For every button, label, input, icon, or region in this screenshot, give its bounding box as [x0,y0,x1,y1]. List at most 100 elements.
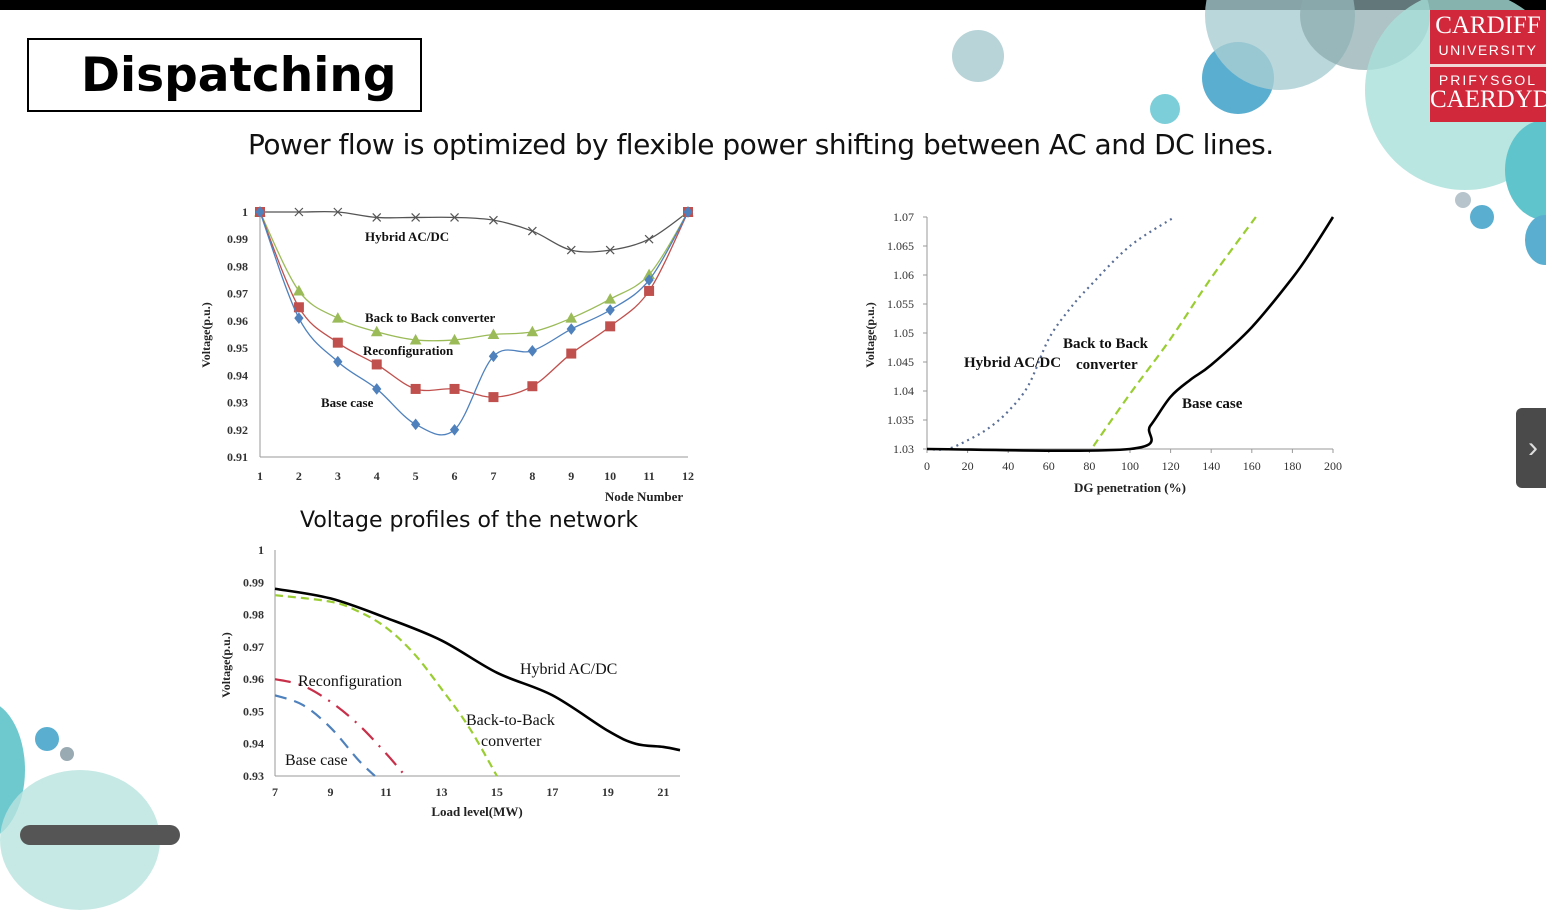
y-tick-label: 0.95 [243,704,264,718]
x-tick-label: 4 [374,469,380,483]
y-tick-label: 1.05 [893,326,914,340]
x-tick-label: 2 [296,469,302,483]
series-label: Reconfiguration [363,343,454,358]
x-axis-label: Load level(MW) [431,804,522,819]
next-slide-button[interactable]: › [1516,408,1546,488]
y-tick-label: 0.91 [227,450,248,464]
data-point-marker [527,226,537,236]
y-tick-label: 0.94 [243,737,264,751]
data-point-marker [489,215,498,225]
data-point-marker [370,325,383,337]
x-tick-label: 7 [272,785,278,799]
data-point-marker [566,323,576,335]
chart-2: 1.03 1.035 1.04 1.045 1.05 1.055 1.06 1.065 1.07… [863,210,1342,495]
x-tick-label: 11 [643,469,654,483]
y-axis-label: Voltage(p.u.) [199,302,213,368]
y-tick-label: 1 [258,543,264,557]
x-tick-label: 9 [327,785,333,799]
data-point-marker [605,245,615,255]
series-line [259,211,689,342]
data-point-marker [605,304,615,316]
cardiff-university-logo: CARDIFF UNIVERSITY PRIFYSGOL CAERDYDD [1430,10,1546,122]
slide-title-box: Dispatching [27,38,422,112]
series-line [1092,216,1257,447]
slide-title: Dispatching [81,48,397,103]
data-point-marker [527,345,538,357]
series-label: Base case [1182,396,1243,412]
y-tick-label: 0.96 [227,314,248,328]
series-base-case: Base case [926,216,1243,451]
x-tick-label: 120 [1162,459,1180,473]
x-tick-label: 13 [435,785,447,799]
series-line [274,587,681,752]
x-tick-label: 8 [529,469,535,483]
x-tick-label: 160 [1243,459,1261,473]
data-point-marker [450,213,459,222]
x-tick-label: 1 [257,469,263,483]
y-tick-label: 1.04 [893,384,914,398]
series-reconfiguration: Reconfiguration [274,673,407,777]
y-tick-label: 0.98 [227,259,248,273]
data-point-marker [255,206,265,218]
y-axis-label: Voltage(p.u.) [219,632,233,698]
data-point-marker [294,207,304,217]
data-point-marker [372,213,382,222]
y-tick-label: 0.97 [243,640,264,654]
chevron-right-icon: › [1528,431,1538,464]
series-line [259,211,689,436]
x-tick-label: 6 [452,469,458,483]
data-point-marker [644,285,655,296]
x-tick-label: 19 [602,785,614,799]
x-axis-label: DG penetration (%) [1074,480,1186,495]
series-reconfiguration: Reconfiguration [255,207,693,403]
y-tick-label: 0.96 [243,672,264,686]
series-hybrid-ac-dc: Hybrid AC/DC [255,207,693,255]
y-tick-label: 0.99 [227,232,248,246]
data-point-marker [410,418,421,431]
series-back-to-back-converter: Back to Back converter [1063,216,1257,447]
data-point-marker [410,383,421,394]
data-point-marker [527,381,538,392]
data-point-marker [565,312,578,323]
y-tick-label: 1 [242,205,248,219]
data-point-marker [333,355,343,368]
series-label: Reconfiguration [298,673,402,690]
x-tick-label: 3 [335,469,341,483]
y-tick-label: 0.92 [227,423,248,437]
data-point-marker [333,207,343,217]
data-point-marker [644,274,654,286]
data-point-marker [449,423,460,436]
x-tick-label: 60 [1043,459,1055,473]
x-tick-label: 20 [962,459,974,473]
data-point-marker [411,213,421,222]
data-point-marker [683,206,693,218]
data-point-marker [644,234,654,244]
series-label: Base case [285,752,348,769]
data-point-marker [409,333,422,345]
data-point-marker [294,312,304,324]
series-hybrid-ac-dc: Hybrid AC/DC [926,216,1335,453]
series-label: Base case [321,395,374,410]
series-label: Hybrid AC/DC [520,661,617,678]
data-point-marker [331,312,344,323]
series-base-case: Base case [255,206,693,436]
y-tick-label: 1.06 [893,268,914,282]
series-line [274,594,498,777]
y-tick-label: 0.93 [227,396,248,410]
y-tick-label: 0.97 [227,287,248,301]
series-hybrid-ac-dc: Hybrid AC/DC [274,587,681,752]
x-tick-label: 180 [1283,459,1301,473]
chart-caption: Voltage profiles of the network [300,508,639,533]
x-tick-label: 7 [490,469,496,483]
x-tick-label: 12 [682,469,694,483]
series-label: converter [481,733,542,750]
data-point-marker [605,321,616,332]
series-back-to-back-converter: Back-to-Back converter [274,594,555,777]
series-line [259,211,689,398]
y-tick-label: 1.035 [887,413,914,427]
x-tick-label: 200 [1324,459,1342,473]
series-back-to-back-converter: Back to Back converter [254,205,694,345]
series-line [274,678,407,777]
